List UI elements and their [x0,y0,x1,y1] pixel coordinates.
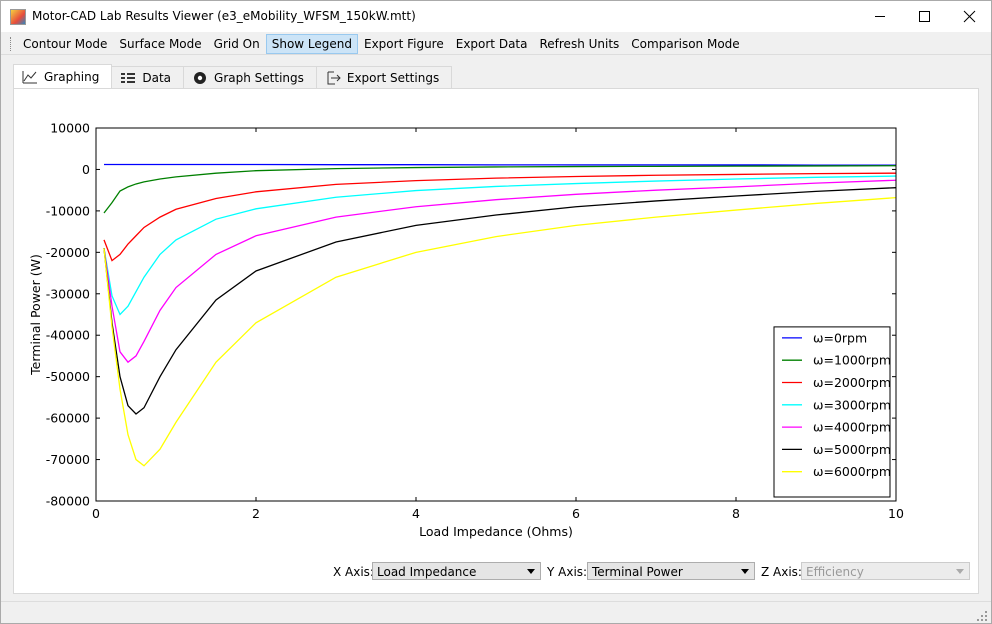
dropdown-arrow [741,569,749,574]
tab-label: Data [142,70,172,85]
x-tick-label: 6 [572,506,580,521]
dropdown-value: Terminal Power [592,565,683,579]
close-button[interactable] [946,1,992,32]
y-tick-label: -40000 [46,328,90,343]
x-tick-label: 4 [412,506,420,521]
y-tick-label: -70000 [46,452,90,467]
window-title: Motor-CAD Lab Results Viewer (e3_eMobili… [32,9,416,23]
y-tick-label: -20000 [46,245,90,260]
legend-label: ω=3000rpm [813,397,891,412]
axis-controls: X Axis: Load Impedance Y Axis: Terminal Pow… [1,562,991,582]
y-tick-label: -50000 [46,369,90,384]
y-tick-label: 0 [82,162,90,177]
tab[interactable]: Data [111,66,185,88]
tab[interactable]: Export Settings [315,66,453,88]
legend-box [773,326,891,498]
toolbar: Contour Mode Surface Mode Grid On Show Lege… [1,33,991,55]
legend-label: ω=0rpm [813,330,867,345]
chart: -80000 -70000 -60000 -50000 -40000 -30000 -200… [28,121,904,540]
tab-label: Export Settings [346,70,440,85]
x-tick-label: 0 [92,506,100,521]
tab-bar: Graphing Data Graph Settings Export Setting… [13,64,453,89]
x-axis-label: Load Impedance (Ohms) [419,524,573,539]
toolbar-button[interactable]: Show Legend [265,33,358,54]
x-tick-label: 8 [732,506,740,521]
toolbar-button[interactable]: Export Figure [364,36,444,51]
app-icon [10,9,26,25]
x-tick-label: 2 [252,506,260,521]
status-bar [1,601,991,623]
y-axis-label: Terminal Power (W) [28,254,43,376]
axis-dropdown[interactable]: Load Impedance [372,562,541,580]
tab[interactable]: Graphing [13,64,113,88]
axis-dropdown: Efficiency [801,562,970,580]
maximize-button[interactable] [901,1,947,32]
series-line [103,165,896,214]
y-tick-label: -30000 [46,286,90,301]
tab-icon [194,71,207,84]
legend-label: ω=2000rpm [813,375,891,390]
toolbar-grip [10,36,14,51]
dropdown-arrow [527,569,535,574]
dropdown-value: Load Impedance [377,565,477,579]
toolbar-button[interactable]: Surface Mode [119,36,202,51]
series-line [104,163,896,166]
y-tick-label: -80000 [46,494,90,509]
y-tick-label: 10000 [50,121,90,136]
series-line [103,187,896,415]
series-line [103,196,896,467]
y-tick-label: -10000 [46,203,90,218]
series-line [103,175,896,316]
title-bar: Motor-CAD Lab Results Viewer (e3_eMobili… [1,1,991,32]
tab-label: Graphing [44,69,100,84]
tab-icon [22,70,37,83]
plot-frame [95,127,897,502]
axis-label: Y Axis: [547,565,588,579]
axis-label: X Axis: [333,565,374,579]
x-tick-label: 10 [888,506,904,521]
legend-label: ω=5000rpm [813,442,891,457]
tab-icon [121,72,136,83]
toolbar-button[interactable]: Refresh Units [539,36,620,51]
tab[interactable]: Graph Settings [183,66,317,88]
axis-dropdown[interactable]: Terminal Power [587,562,755,580]
dropdown-arrow [956,569,964,574]
minimize-button[interactable] [857,1,903,32]
toolbar-button[interactable]: Comparison Mode [631,36,740,51]
series-line [103,179,896,364]
axis-label: Z Axis: [761,565,802,579]
toolbar-button[interactable]: Grid On [213,36,260,51]
toolbar-button[interactable]: Export Data [455,36,528,51]
toolbar-button[interactable]: Contour Mode [23,36,108,51]
tab-label: Graph Settings [214,70,304,85]
series-line [103,172,896,262]
resize-grip [977,611,987,621]
dropdown-value: Efficiency [806,565,864,579]
legend-label: ω=1000rpm [813,353,891,368]
legend-label: ω=6000rpm [813,464,891,479]
y-tick-label: -60000 [46,411,90,426]
tab-icon [327,71,341,84]
legend-label: ω=4000rpm [813,420,891,435]
